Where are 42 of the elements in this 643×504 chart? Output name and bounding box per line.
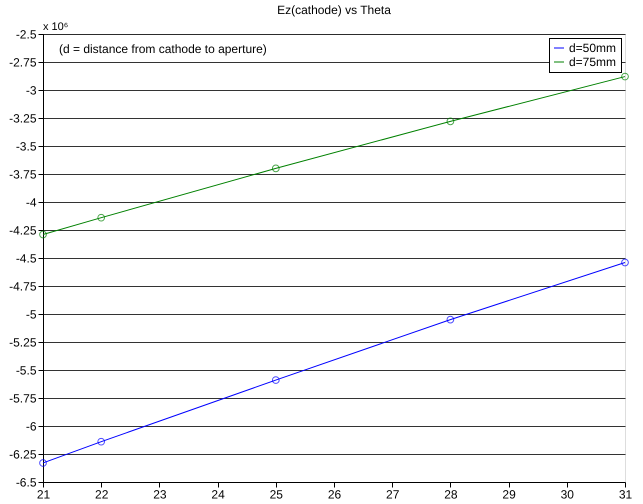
x-tick-label: 29 bbox=[502, 488, 516, 502]
y-tick-label: -5 bbox=[26, 308, 37, 322]
y-tick-label: -4.75 bbox=[9, 280, 37, 294]
x-tick-label: 31 bbox=[618, 488, 632, 502]
y-tick-label: -4 bbox=[26, 196, 37, 210]
x-tick-label: 27 bbox=[386, 488, 400, 502]
x-tick-label: 21 bbox=[36, 488, 50, 502]
y-tick-label: -4.25 bbox=[9, 224, 37, 238]
y-tick-label: -3 bbox=[26, 84, 37, 98]
y-tick-label: -6 bbox=[26, 420, 37, 434]
point bbox=[97, 438, 106, 446]
y-tick-label: -5.5 bbox=[16, 364, 37, 378]
chart-title: Ez(cathode) vs Theta bbox=[277, 3, 392, 17]
y-tick-label: -3.75 bbox=[9, 168, 37, 182]
point bbox=[272, 376, 280, 384]
point bbox=[621, 258, 629, 266]
point bbox=[97, 214, 106, 222]
x-tick-label: 24 bbox=[211, 488, 226, 502]
y-tick-label: -4.5 bbox=[16, 252, 37, 266]
x-tick-label: 25 bbox=[270, 488, 284, 502]
x-tick-label: 23 bbox=[153, 488, 167, 502]
y-tick-label: -6.25 bbox=[9, 448, 37, 462]
point bbox=[446, 316, 454, 324]
y-tick-label: -2.75 bbox=[9, 56, 37, 70]
y-tick-label: -3.5 bbox=[16, 140, 37, 154]
y-tick-label: -5.75 bbox=[9, 392, 37, 406]
point bbox=[39, 459, 47, 467]
x-tick-label: 22 bbox=[95, 488, 109, 502]
x-tick-label: 26 bbox=[328, 488, 342, 502]
x-tick-label: 28 bbox=[444, 488, 458, 502]
legend-label: d=75mm bbox=[569, 55, 616, 69]
point bbox=[446, 118, 454, 126]
text: x 10⁶ bbox=[43, 21, 68, 33]
x-tick-label: 30 bbox=[560, 488, 574, 502]
y-tick-label: -5.25 bbox=[9, 336, 37, 350]
y-tick-label: -6.5 bbox=[16, 476, 37, 490]
y-tick-label: -2.5 bbox=[16, 28, 37, 42]
point bbox=[272, 164, 280, 172]
point bbox=[621, 72, 629, 80]
annotation: (d = distance from cathode to aperture) bbox=[59, 42, 267, 56]
y-tick-label: -3.25 bbox=[9, 112, 37, 126]
legend-label: d=50mm bbox=[569, 41, 616, 55]
